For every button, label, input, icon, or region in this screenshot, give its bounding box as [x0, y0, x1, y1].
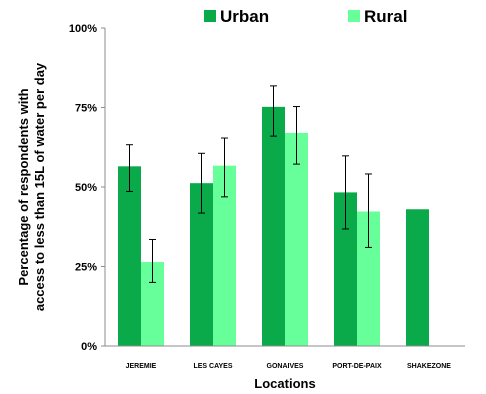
category-label: PORT-DE-PAIX — [332, 363, 382, 370]
y-axis-title: Percentage of respondents with access to… — [16, 62, 47, 311]
y-tick-label: 100% — [69, 23, 97, 35]
legend: Urban Rural — [204, 7, 407, 26]
bar-urban — [190, 183, 213, 346]
legend-label-urban: Urban — [220, 7, 269, 26]
bar-urban — [406, 209, 429, 346]
x-axis-title: Locations — [254, 376, 315, 391]
y-tick-label: 0% — [81, 341, 97, 353]
legend-swatch-urban — [204, 10, 216, 22]
bar-rural — [285, 132, 308, 346]
category-labels-layer: JEREMIE LES CAYES GONAIVES PORT-DE-PAIX SHAK… — [126, 363, 452, 370]
bar-rural — [357, 211, 380, 346]
bar-rural — [141, 262, 164, 346]
category-label: LES CAYES — [193, 363, 232, 370]
legend-swatch-rural — [348, 10, 360, 22]
bar-urban — [334, 192, 357, 346]
bar-rural — [213, 165, 236, 346]
category-label: JEREMIE — [126, 363, 157, 370]
y-axis-title-line-1: Percentage of respondents with — [16, 88, 31, 285]
y-tick-label: 25% — [75, 262, 97, 274]
y-tick-label: 50% — [75, 182, 97, 194]
bar-urban — [118, 166, 141, 346]
category-label: SHAKEZONE — [407, 363, 451, 370]
bars-layer — [118, 106, 429, 346]
y-ticks-layer: 0% 25% 50% 75% 100% — [69, 23, 105, 353]
y-axis-title-line-2: access to less than 15L of water per day — [32, 62, 47, 311]
error-bars-layer — [126, 85, 372, 283]
y-tick-label: 75% — [75, 103, 97, 115]
category-label: GONAIVES — [267, 363, 304, 370]
legend-label-rural: Rural — [364, 7, 407, 26]
bar-urban — [262, 106, 285, 346]
